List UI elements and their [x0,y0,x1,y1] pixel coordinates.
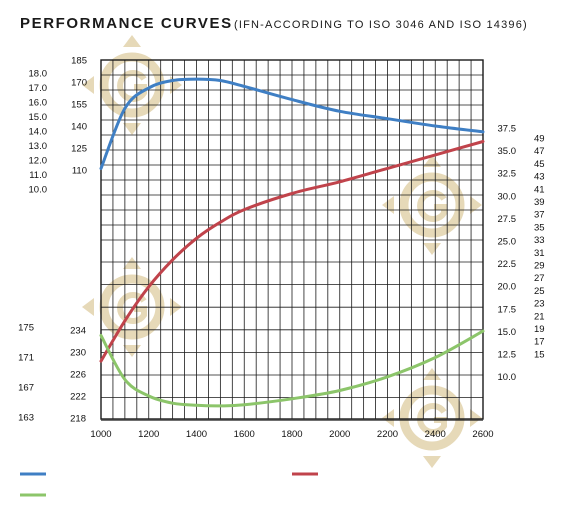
power_hp-tick: 47 [534,146,545,157]
consumption_gkwh-tick: 226 [70,370,86,381]
consumption-curve-c [99,329,485,408]
consumption_gkwh-tick: 234 [70,326,86,337]
power_hp-tick: 17 [534,337,545,348]
x-tick: 2600 [472,429,493,440]
power_hp-tick: 29 [534,261,545,272]
power_hp-tick: 37 [534,210,545,221]
torque-curve-mb [99,77,485,170]
watermarks [82,35,482,468]
gear-g-logo-icon [382,368,482,468]
x-tick: 2200 [377,429,398,440]
consumption_ghph-tick: 175 [18,323,34,334]
power_kw-tick: 20.0 [498,282,517,293]
power_hp-tick: 27 [534,273,545,284]
power_kw-tick: 22.5 [498,259,517,270]
power_hp-tick: 33 [534,235,545,246]
power_kw-tick: 37.5 [498,124,517,135]
power_kw-tick: 12.5 [498,350,517,361]
torque_nm-tick: 155 [71,100,87,111]
torque_kgm-tick: 18.0 [29,69,48,80]
chart-title: PERFORMANCE CURVES [20,15,233,32]
power_kw-tick: 30.0 [498,191,517,202]
power_kw-tick: 27.5 [498,214,517,225]
power_kw-tick: 15.0 [498,327,517,338]
x-tick: 2400 [425,429,446,440]
legend [20,472,318,497]
power_hp-tick: 41 [534,184,545,195]
curves [99,77,485,408]
power_hp-tick: 43 [534,172,545,183]
torque_nm-tick: 185 [71,56,87,67]
torque_kgm-tick: 16.0 [29,98,48,109]
power_hp-tick: 23 [534,299,545,310]
torque_kgm-tick: 13.0 [29,141,48,152]
power_kw-tick: 10.0 [498,372,517,383]
x-tick: 2000 [329,429,350,440]
power_hp-tick: 31 [534,248,545,259]
consumption_ghph-tick: 163 [18,413,34,424]
power_hp-tick: 19 [534,324,545,335]
x-tick: 1600 [234,429,255,440]
consumption_ghph-tick: 171 [18,353,34,364]
power_hp-tick: 35 [534,222,545,233]
axis-labels: 18.0 17.0 16.0 15.0 14.0 13.0 12.0 11.0 10.0 185 1… [18,56,544,441]
power_hp-tick: 21 [534,311,545,322]
power_hp-tick: 39 [534,197,545,208]
consumption_gkwh-tick: 218 [70,414,86,425]
power_hp-tick: 45 [534,159,545,170]
torque_nm-tick: 140 [71,122,87,133]
chart-subtitle: (IFN-ACCORDING TO ISO 3046 AND ISO 14396… [234,19,528,31]
consumption_ghph-tick: 167 [18,383,34,394]
x-tick: 1000 [90,429,111,440]
torque_kgm-tick: 10.0 [29,185,48,196]
power_hp-tick: 49 [534,134,545,145]
power-curve-nb [99,140,485,363]
power_hp-tick: 25 [534,286,545,297]
torque_kgm-tick: 11.0 [29,170,47,181]
torque_nm-tick: 170 [71,78,87,89]
power_kw-tick: 35.0 [498,146,517,157]
torque_kgm-tick: 15.0 [29,112,48,123]
chart-grid [100,59,484,421]
torque_kgm-tick: 12.0 [29,156,48,167]
power_kw-tick: 17.5 [498,304,517,315]
gear-g-logo-icon [82,35,182,135]
x-tick: 1800 [281,429,302,440]
torque_nm-tick: 125 [71,144,87,155]
power_kw-tick: 25.0 [498,237,517,248]
torque_kgm-tick: 17.0 [29,83,48,94]
gear-g-logo-icon [382,155,482,255]
power_hp-tick: 15 [534,349,545,360]
torque_kgm-tick: 14.0 [29,127,48,138]
consumption_gkwh-tick: 222 [70,392,86,403]
x-tick: 1400 [186,429,207,440]
consumption_gkwh-tick: 230 [70,348,86,359]
torque_nm-tick: 110 [72,166,87,177]
power_kw-tick: 32.5 [498,169,517,180]
x-tick: 1200 [138,429,159,440]
